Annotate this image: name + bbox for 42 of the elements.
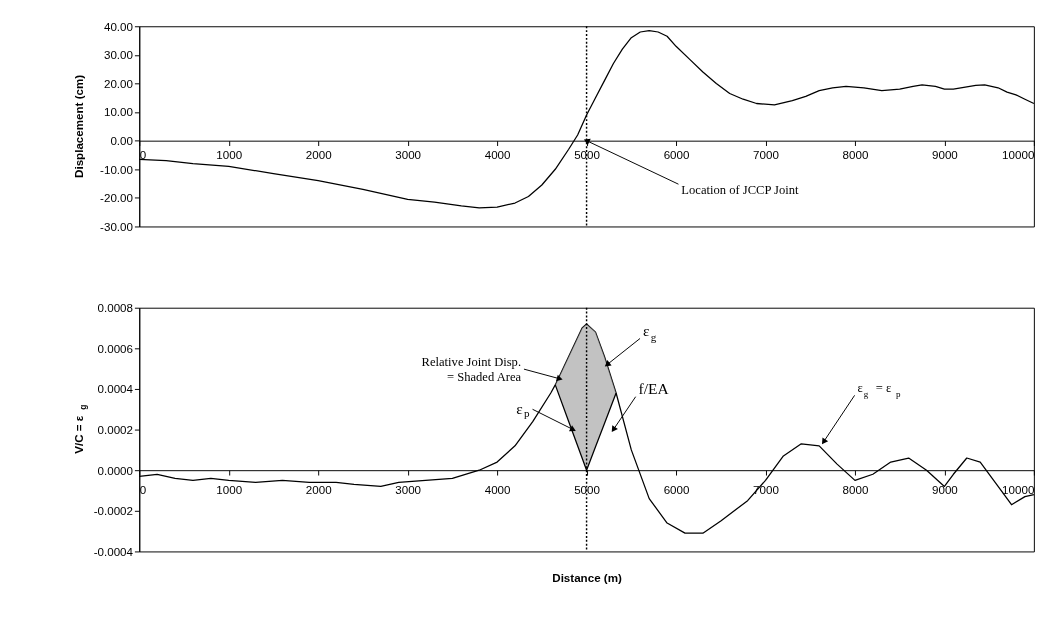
x-tick-label: 2000 [305, 147, 332, 161]
y-tick-label: 0.0004 [97, 382, 134, 396]
x-tick-label: 0 [139, 482, 147, 496]
y-tick-label: 0.0002 [97, 422, 133, 436]
y-tick-label: 30.00 [103, 48, 133, 62]
x-tick-label: 9000 [932, 482, 958, 496]
x-tick-label: 10000 [1002, 482, 1035, 496]
y-tick-label: -0.0004 [93, 544, 134, 558]
x-tick-label: 7000 [753, 147, 779, 161]
y-tick-label: 10.00 [103, 105, 133, 119]
x-tick-label: 2000 [305, 482, 332, 496]
y-tick-label: 0.00 [110, 134, 133, 148]
annotation: f/EA [638, 379, 670, 397]
y-tick-label: 0.0000 [97, 463, 133, 477]
x-tick-label: 8000 [842, 147, 869, 161]
x-tick-label: 0 [139, 147, 147, 161]
y-tick-label: 0.0006 [97, 341, 133, 355]
y-tick-label: -0.0002 [93, 504, 133, 518]
x-axis-title: Distance (m) [552, 570, 622, 584]
x-tick-label: 10000 [1002, 147, 1035, 161]
x-tick-label: 8000 [842, 482, 869, 496]
y-tick-label: -30.00 [100, 219, 133, 233]
x-tick-label: 4000 [484, 482, 511, 496]
x-tick-label: 6000 [663, 147, 690, 161]
y-tick-label: 40.00 [103, 19, 133, 33]
x-tick-label: 1000 [216, 147, 243, 161]
y-axis-title: V/C = εg [72, 404, 88, 454]
y-axis-title: Displacement (cm) [72, 74, 86, 178]
x-tick-label: 5000 [574, 482, 600, 496]
annotation: Location of JCCP Joint [681, 182, 799, 197]
annotation: Relative Joint Disp. = Shaded Area [421, 355, 522, 384]
x-tick-label: 5000 [574, 147, 600, 161]
y-tick-label: -10.00 [100, 162, 133, 176]
y-tick-label: 0.0008 [97, 301, 133, 315]
x-tick-label: 3000 [395, 147, 422, 161]
x-tick-label: 3000 [395, 482, 422, 496]
x-tick-label: 1000 [216, 482, 243, 496]
x-tick-label: 9000 [932, 147, 958, 161]
x-tick-label: 4000 [484, 147, 511, 161]
y-tick-label: -20.00 [100, 191, 133, 205]
x-tick-label: 6000 [663, 482, 690, 496]
y-tick-label: 20.00 [103, 76, 133, 90]
